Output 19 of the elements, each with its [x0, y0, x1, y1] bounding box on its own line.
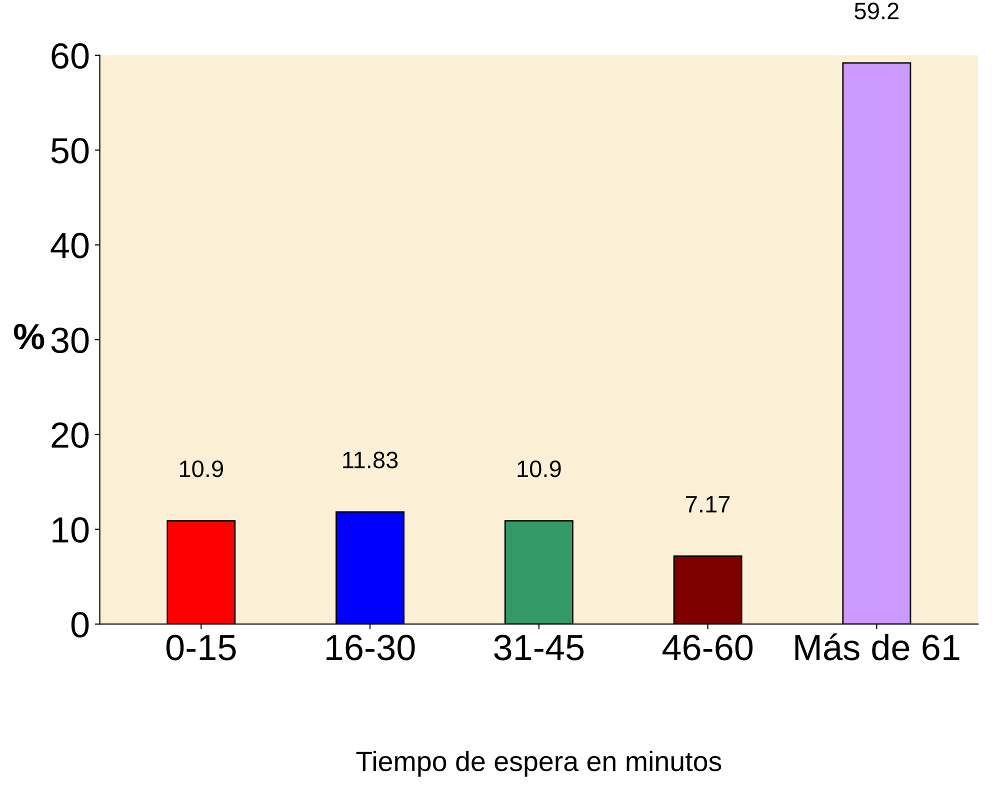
- x-tick-label: 46-60: [662, 634, 753, 660]
- y-tick-label: 40: [50, 232, 89, 258]
- x-tick-label: 31-45: [494, 634, 584, 660]
- data-label: 11.83: [343, 452, 398, 468]
- y-tick-label: 50: [51, 138, 89, 164]
- y-tick-label: 60: [52, 43, 89, 69]
- y-tick-label: 0: [71, 612, 89, 638]
- y-tick-label: 30: [51, 328, 89, 354]
- y-tick-label: 20: [52, 422, 89, 448]
- y-tick-label: 10: [52, 517, 89, 543]
- x-tick-label: 0-15: [166, 634, 236, 660]
- x-axis-title: Tiempo de espera en minutos: [356, 750, 722, 777]
- data-label: 10.9: [518, 460, 561, 478]
- x-tick-label: Más de 61: [795, 633, 960, 660]
- data-label: 7.17: [686, 496, 730, 512]
- data-label: 10.9: [180, 460, 223, 478]
- y-axis-title: %: [14, 324, 44, 350]
- x-tick-label: 16-30: [326, 634, 415, 660]
- data-label: 59.2: [854, 2, 898, 20]
